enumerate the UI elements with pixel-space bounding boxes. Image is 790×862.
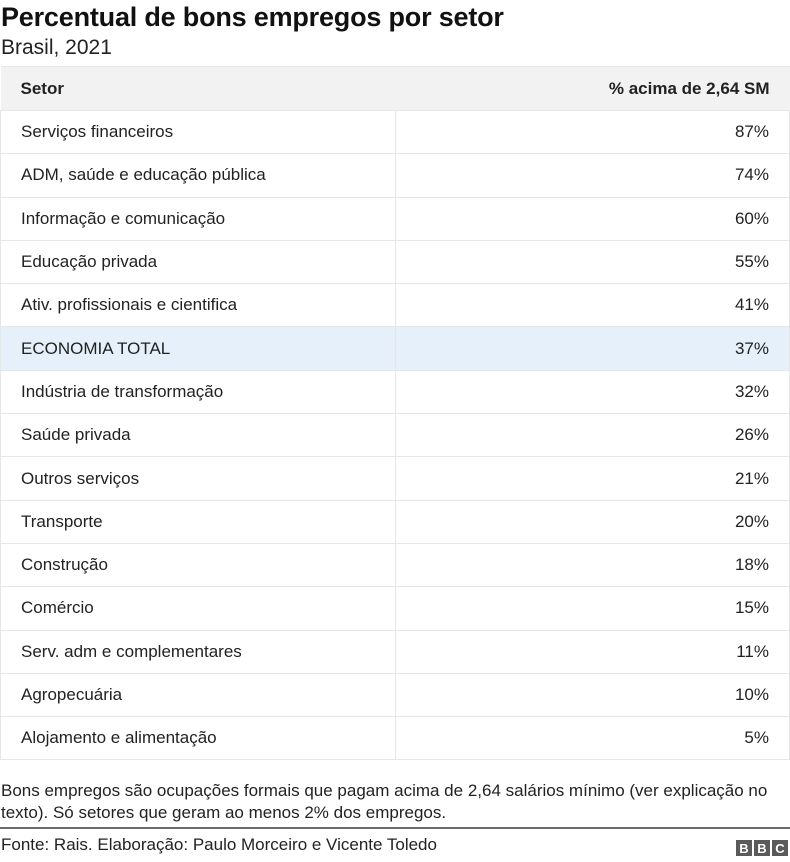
table-row: Saúde privada 26% [0, 413, 790, 458]
cell-setor: Serviços financeiros [0, 109, 396, 155]
table-row: Educação privada 55% [0, 239, 790, 285]
cell-setor: Outros serviços [0, 456, 396, 501]
divider [0, 827, 790, 829]
cell-percent: 10% [395, 672, 790, 718]
cell-percent: 55% [395, 239, 790, 285]
cell-setor: Transporte [0, 499, 396, 544]
cell-setor: Agropecuária [0, 672, 396, 718]
table-row-highlighted: ECONOMIA TOTAL 37% [0, 326, 790, 371]
cell-percent: 74% [395, 153, 790, 198]
cell-setor: Saúde privada [0, 413, 396, 458]
cell-percent: 41% [395, 283, 790, 328]
table-row: Informação e comunicação 60% [0, 196, 790, 241]
cell-percent: 26% [395, 413, 790, 458]
footnote: Bons empregos são ocupações formais que … [1, 781, 768, 822]
cell-percent: 21% [395, 456, 790, 501]
table-row: Indústria de transformação 32% [0, 369, 790, 415]
chart-subtitle: Brasil, 2021 [1, 36, 112, 59]
table-row: Agropecuária 10% [0, 672, 790, 718]
cell-percent: 37% [395, 326, 790, 371]
cell-percent: 15% [395, 586, 790, 631]
column-header-setor: Setor [0, 66, 396, 111]
cell-percent: 87% [395, 109, 790, 155]
cell-percent: 20% [395, 499, 790, 544]
table-row: Comércio 15% [0, 586, 790, 631]
data-table: Setor % acima de 2,64 SM Serviços financ… [0, 66, 790, 761]
cell-percent: 5% [395, 716, 790, 761]
table-row: Serv. adm e complementares 11% [0, 629, 790, 674]
table-header-row: Setor % acima de 2,64 SM [0, 66, 790, 111]
cell-setor: Comércio [0, 586, 396, 631]
cell-setor: ECONOMIA TOTAL [0, 326, 396, 371]
table-row: Construção 18% [0, 542, 790, 588]
cell-setor: Educação privada [0, 239, 396, 285]
cell-percent: 60% [395, 196, 790, 241]
table-row: Transporte 20% [0, 499, 790, 544]
table-row: Outros serviços 21% [0, 456, 790, 501]
source-text: Fonte: Rais. Elaboração: Paulo Morceiro … [1, 835, 437, 854]
column-header-percent: % acima de 2,64 SM [395, 66, 790, 111]
cell-setor: ADM, saúde e educação pública [0, 153, 396, 198]
cell-percent: 32% [395, 369, 790, 415]
table-row: Serviços financeiros 87% [0, 109, 790, 155]
cell-percent: 18% [395, 542, 790, 588]
table-row: ADM, saúde e educação pública 74% [0, 153, 790, 198]
chart-title: Percentual de bons empregos por setor [1, 2, 504, 32]
cell-setor: Indústria de transformação [0, 369, 396, 415]
cell-percent: 11% [395, 629, 790, 674]
cell-setor: Serv. adm e complementares [0, 629, 396, 674]
cell-setor: Informação e comunicação [0, 196, 396, 241]
cell-setor: Ativ. profissionais e cientifica [0, 283, 396, 328]
table-row: Ativ. profissionais e cientifica 41% [0, 283, 790, 328]
table-row: Alojamento e alimentação 5% [0, 716, 790, 761]
cell-setor: Alojamento e alimentação [0, 716, 396, 761]
cell-setor: Construção [0, 542, 396, 588]
